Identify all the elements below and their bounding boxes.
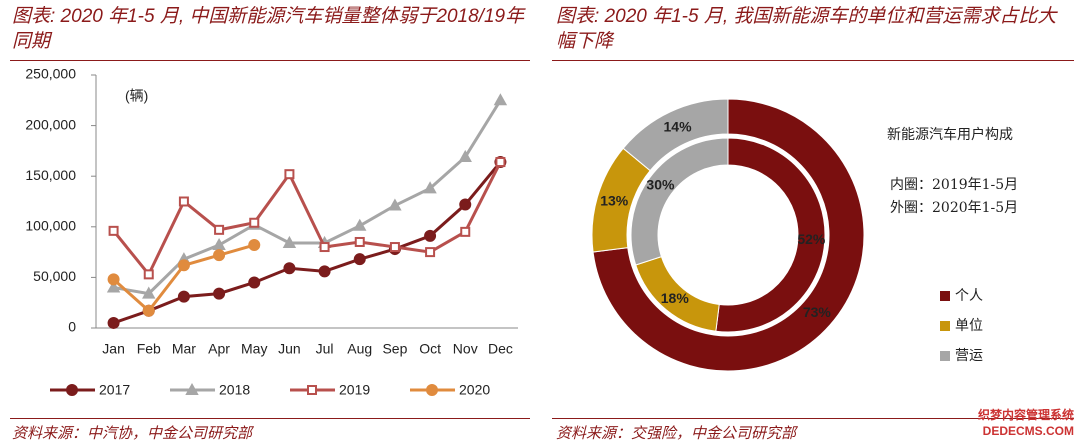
marker <box>213 249 226 262</box>
donut-slice <box>622 98 729 172</box>
data-label: 52% <box>797 231 826 247</box>
y-tick-label: 50,000 <box>33 268 76 284</box>
marker <box>319 242 330 253</box>
y-tick-label: 0 <box>68 319 76 335</box>
data-label: 14% <box>664 118 693 134</box>
x-tick-label: Sep <box>382 341 407 357</box>
marker <box>318 265 331 278</box>
marker <box>66 384 78 396</box>
legend-label: 2017 <box>99 382 130 398</box>
series-line <box>113 161 502 325</box>
x-tick-label: Apr <box>208 341 230 357</box>
marker <box>426 384 438 396</box>
marker <box>424 229 437 242</box>
marker <box>353 253 366 266</box>
x-tick-label: Jul <box>316 341 334 357</box>
marker <box>284 169 295 180</box>
legend-label: 2020 <box>459 382 490 398</box>
marker <box>212 237 226 251</box>
marker <box>460 226 471 237</box>
marker <box>214 224 225 235</box>
marker <box>142 286 156 299</box>
marker <box>283 262 296 275</box>
marker <box>107 273 120 286</box>
marker <box>425 247 436 258</box>
marker <box>185 382 199 395</box>
marker <box>307 385 317 395</box>
legend-label: 2019 <box>339 382 370 398</box>
marker <box>248 239 261 252</box>
marker <box>493 93 508 106</box>
left-source: 资料来源：中汽协，中金公司研究部 <box>12 425 253 442</box>
marker <box>143 269 154 280</box>
note: 外圈：2020年1-5月 <box>890 200 1018 216</box>
x-tick-label: Aug <box>347 341 372 357</box>
series-line <box>112 161 502 278</box>
legend-label: 个人 <box>955 288 983 304</box>
x-tick-label: Jan <box>102 341 125 357</box>
rule <box>552 60 1074 61</box>
marker <box>177 290 190 303</box>
donut-slice <box>630 137 729 266</box>
x-tick-label: Nov <box>453 341 478 357</box>
donut-slice <box>715 137 826 333</box>
data-label: 73% <box>803 304 832 320</box>
marker <box>177 259 190 272</box>
legend-label: 2018 <box>219 382 250 398</box>
donut-slice <box>592 98 865 372</box>
y-tick-label: 150,000 <box>25 167 76 183</box>
legend-swatch <box>940 351 950 361</box>
y-tick-label: 200,000 <box>25 116 76 132</box>
left-title: 图表: 2020 年1-5 月, 中国新能源汽车销量整体弱于2018/19年同期 <box>12 6 525 52</box>
marker <box>142 304 155 317</box>
marker <box>353 218 367 231</box>
legend-swatch <box>940 291 950 301</box>
marker <box>388 198 402 211</box>
legend-label: 单位 <box>955 318 983 334</box>
marker <box>248 276 261 289</box>
marker <box>389 242 400 253</box>
legend-title: 新能源汽车用户构成 <box>887 126 1013 143</box>
legend-label: 营运 <box>955 348 983 364</box>
annotation: (辆) <box>125 88 148 104</box>
marker <box>423 181 437 194</box>
marker <box>354 236 365 247</box>
data-label: 13% <box>600 193 629 209</box>
x-tick-label: Mar <box>172 341 196 357</box>
series-line <box>113 99 502 296</box>
marker <box>213 287 226 300</box>
marker <box>108 225 119 236</box>
right-title: 图表: 2020 年1-5 月, 我国新能源车的单位和营运需求占比大幅下降 <box>556 6 1057 52</box>
watermark: DEDECMS.COM <box>982 424 1074 438</box>
data-label: 18% <box>661 290 690 306</box>
marker <box>178 196 189 207</box>
data-label: 30% <box>646 177 675 193</box>
marker <box>495 157 506 168</box>
x-tick-label: May <box>241 341 267 357</box>
watermark: 织梦内容管理系统 <box>977 408 1074 422</box>
marker <box>107 316 120 329</box>
rule <box>552 418 1074 419</box>
x-tick-label: Dec <box>488 341 513 357</box>
marker <box>282 235 297 248</box>
y-tick-label: 250,000 <box>25 66 76 82</box>
x-tick-label: Feb <box>137 341 161 357</box>
right-source: 资料来源：交强险，中金公司研究部 <box>556 425 797 442</box>
y-tick-label: 100,000 <box>25 218 76 234</box>
x-tick-label: Oct <box>419 341 441 357</box>
marker <box>458 149 472 162</box>
legend-swatch <box>940 321 950 331</box>
note: 内圈：2019年1-5月 <box>890 177 1018 193</box>
marker <box>106 280 121 293</box>
rule <box>10 418 530 419</box>
marker <box>249 217 260 228</box>
x-tick-label: Jun <box>278 341 301 357</box>
rule <box>10 60 530 61</box>
marker <box>459 198 472 211</box>
